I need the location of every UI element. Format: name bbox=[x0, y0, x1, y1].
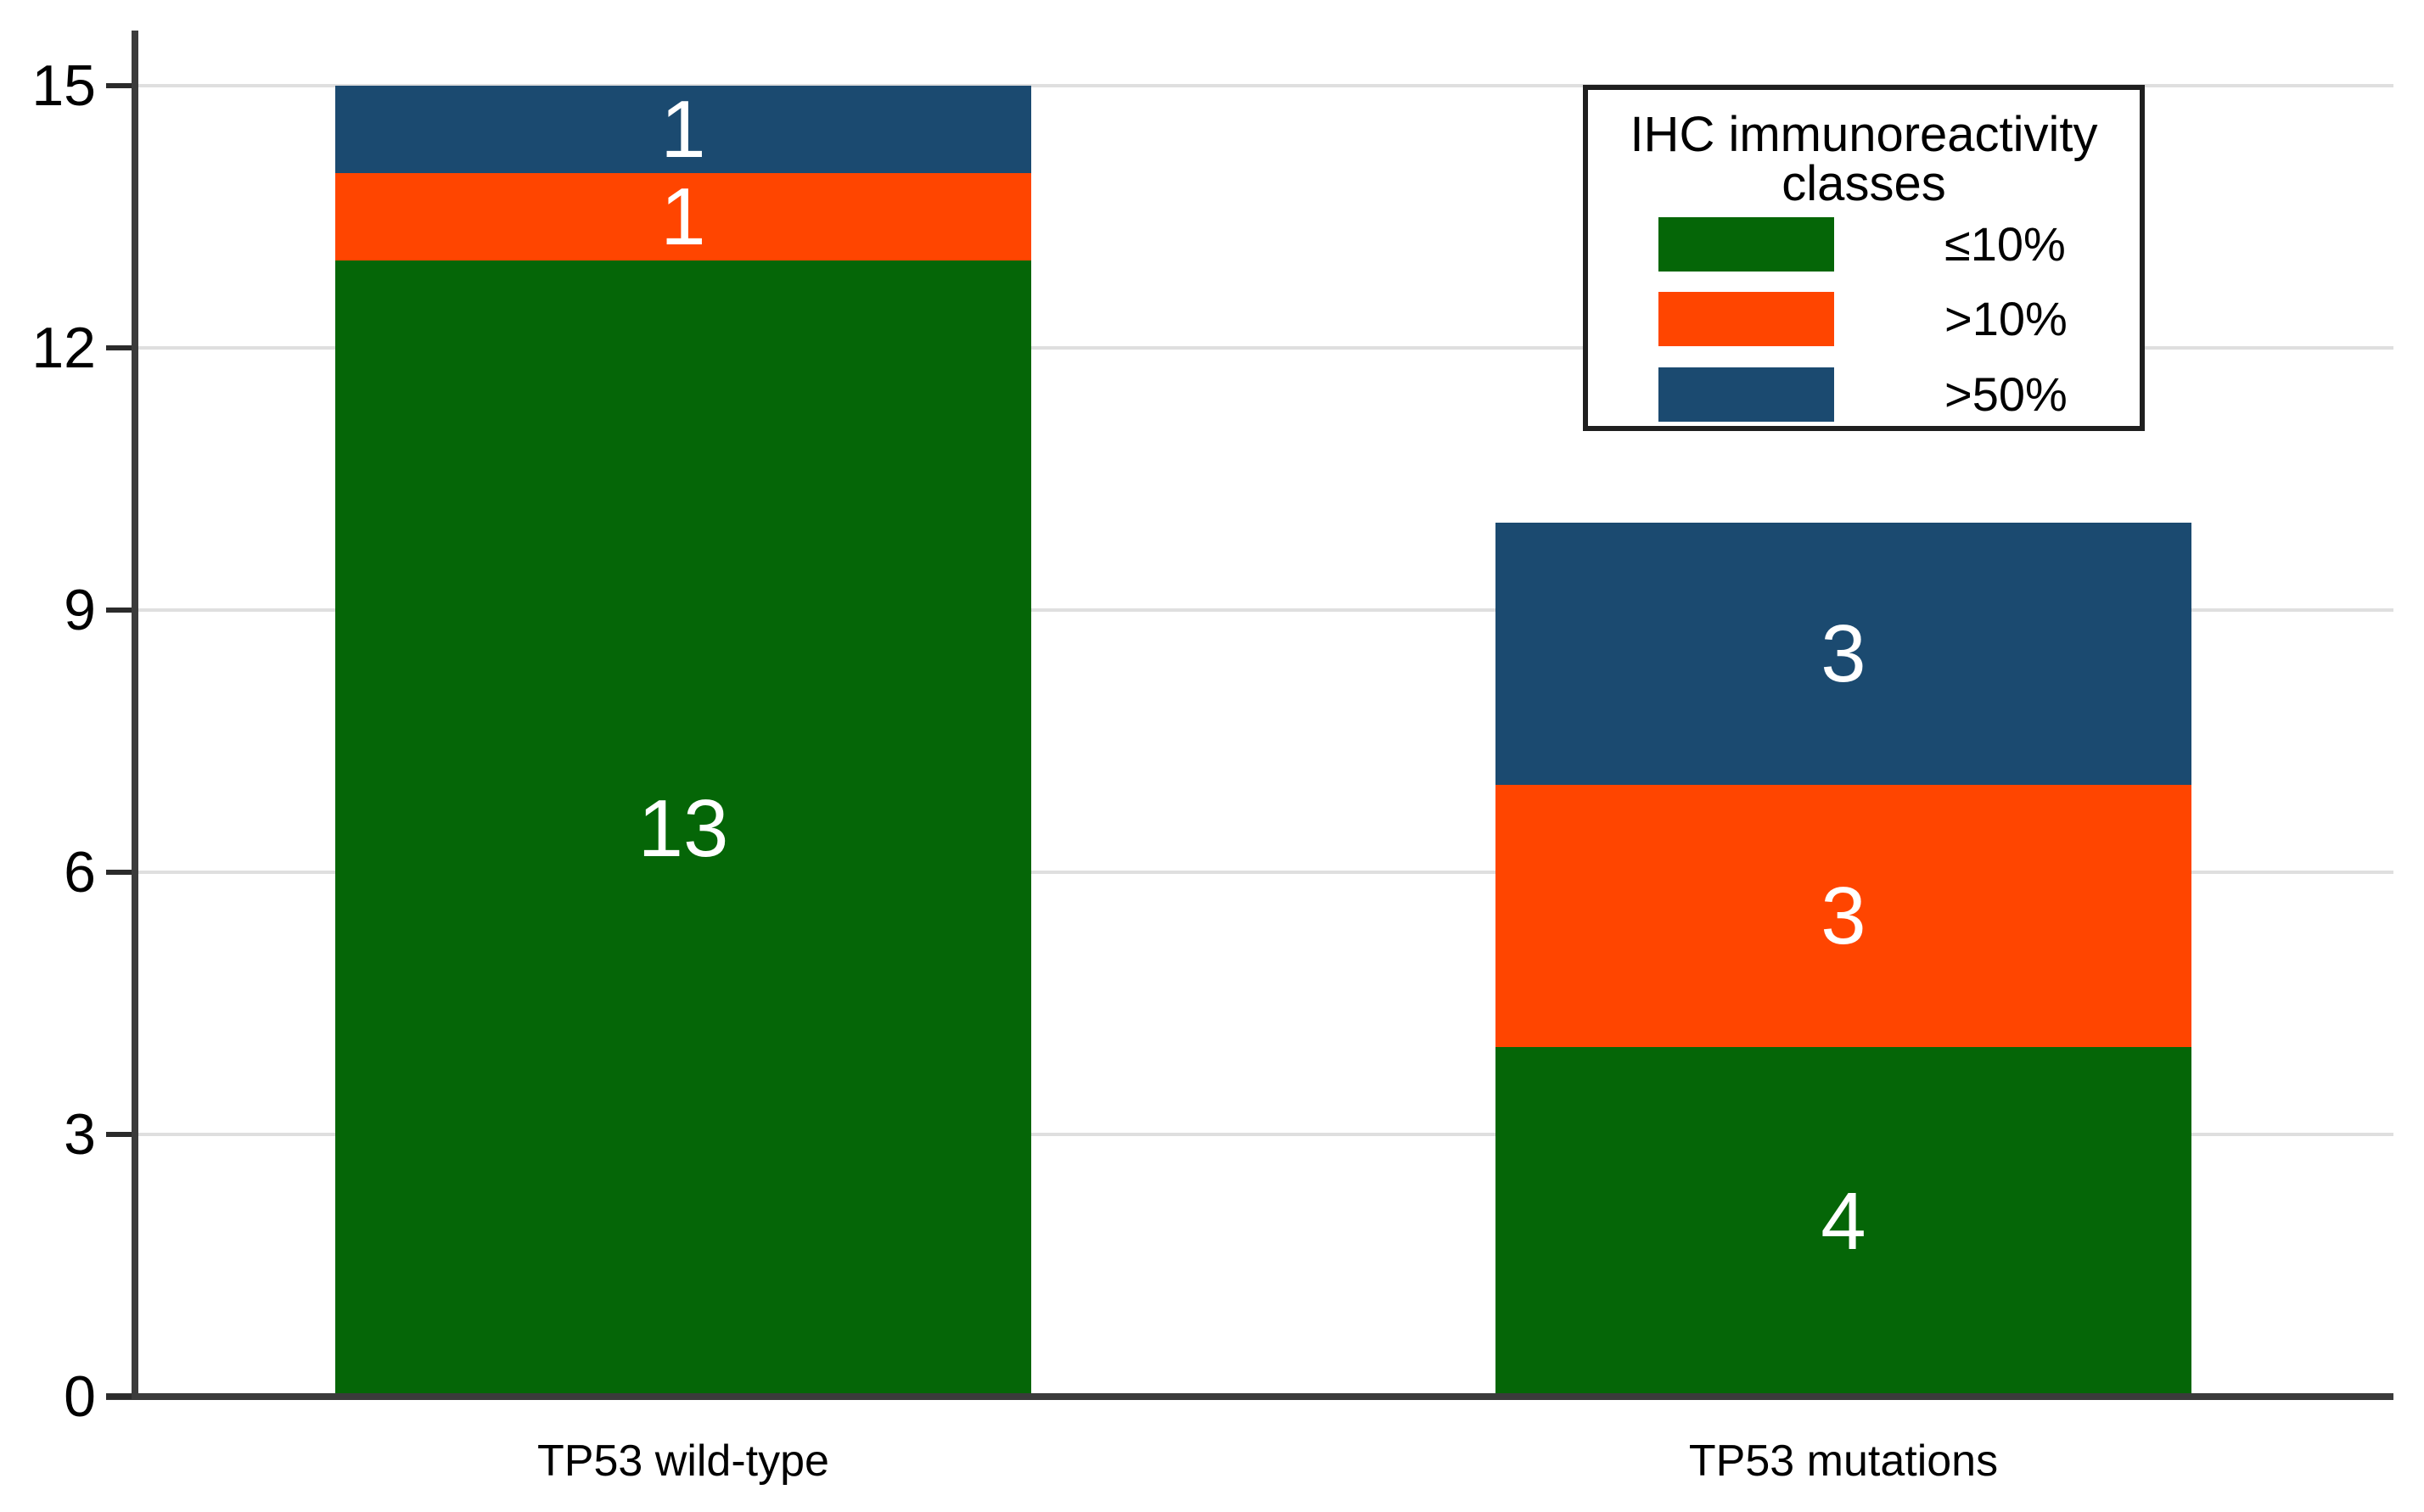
bar-value-label: 3 bbox=[1821, 608, 1866, 699]
category-label: TP53 mutations bbox=[1688, 1436, 1999, 1486]
y-tick bbox=[106, 345, 132, 350]
legend-title-line-2: classes bbox=[1782, 156, 1946, 211]
y-tick-label: 3 bbox=[64, 1102, 96, 1167]
bar-value-label: 3 bbox=[1821, 871, 1866, 961]
category-label: TP53 wild-type bbox=[537, 1436, 829, 1486]
gridline bbox=[138, 608, 2393, 612]
y-tick-label: 15 bbox=[31, 53, 96, 118]
bar-value-label: 1 bbox=[660, 84, 706, 175]
gridline bbox=[138, 84, 2393, 87]
y-tick-label: 12 bbox=[31, 316, 96, 380]
y-tick-label: 0 bbox=[64, 1364, 96, 1429]
bar-value-label: 4 bbox=[1821, 1176, 1866, 1267]
y-tick bbox=[106, 870, 132, 875]
bar-segment bbox=[1495, 1047, 2191, 1397]
y-tick bbox=[106, 1132, 132, 1137]
y-tick bbox=[106, 608, 132, 613]
bar-segment bbox=[335, 260, 1031, 1397]
legend-item-label: >50% bbox=[1944, 367, 2068, 421]
bar-segment bbox=[1495, 785, 2191, 1047]
gridline bbox=[138, 871, 2393, 874]
legend-item-label: >10% bbox=[1944, 292, 2068, 345]
gridline bbox=[138, 346, 2393, 350]
legend-swatch bbox=[1658, 217, 1834, 272]
legend-swatch bbox=[1658, 367, 1834, 422]
bar-segment bbox=[335, 173, 1031, 260]
legend-item-label: ≤10% bbox=[1944, 217, 2066, 271]
y-axis-line bbox=[132, 31, 138, 1400]
y-tick-label: 6 bbox=[64, 840, 96, 904]
legend-title-line-1: IHC immunoreactivity bbox=[1630, 107, 2098, 162]
gridline bbox=[138, 1133, 2393, 1136]
bar-segment bbox=[335, 86, 1031, 173]
legend-swatch bbox=[1658, 292, 1834, 346]
bar-value-label: 1 bbox=[660, 171, 706, 262]
bar-value-label: 13 bbox=[637, 783, 729, 874]
y-tick bbox=[106, 1394, 132, 1399]
y-tick bbox=[106, 83, 132, 88]
y-tick-label: 9 bbox=[64, 578, 96, 642]
bar-segment bbox=[1495, 523, 2191, 785]
legend: IHC immunoreactivity classes ≤10% >10% >50… bbox=[1583, 85, 2145, 431]
x-axis-line bbox=[106, 1393, 2393, 1400]
